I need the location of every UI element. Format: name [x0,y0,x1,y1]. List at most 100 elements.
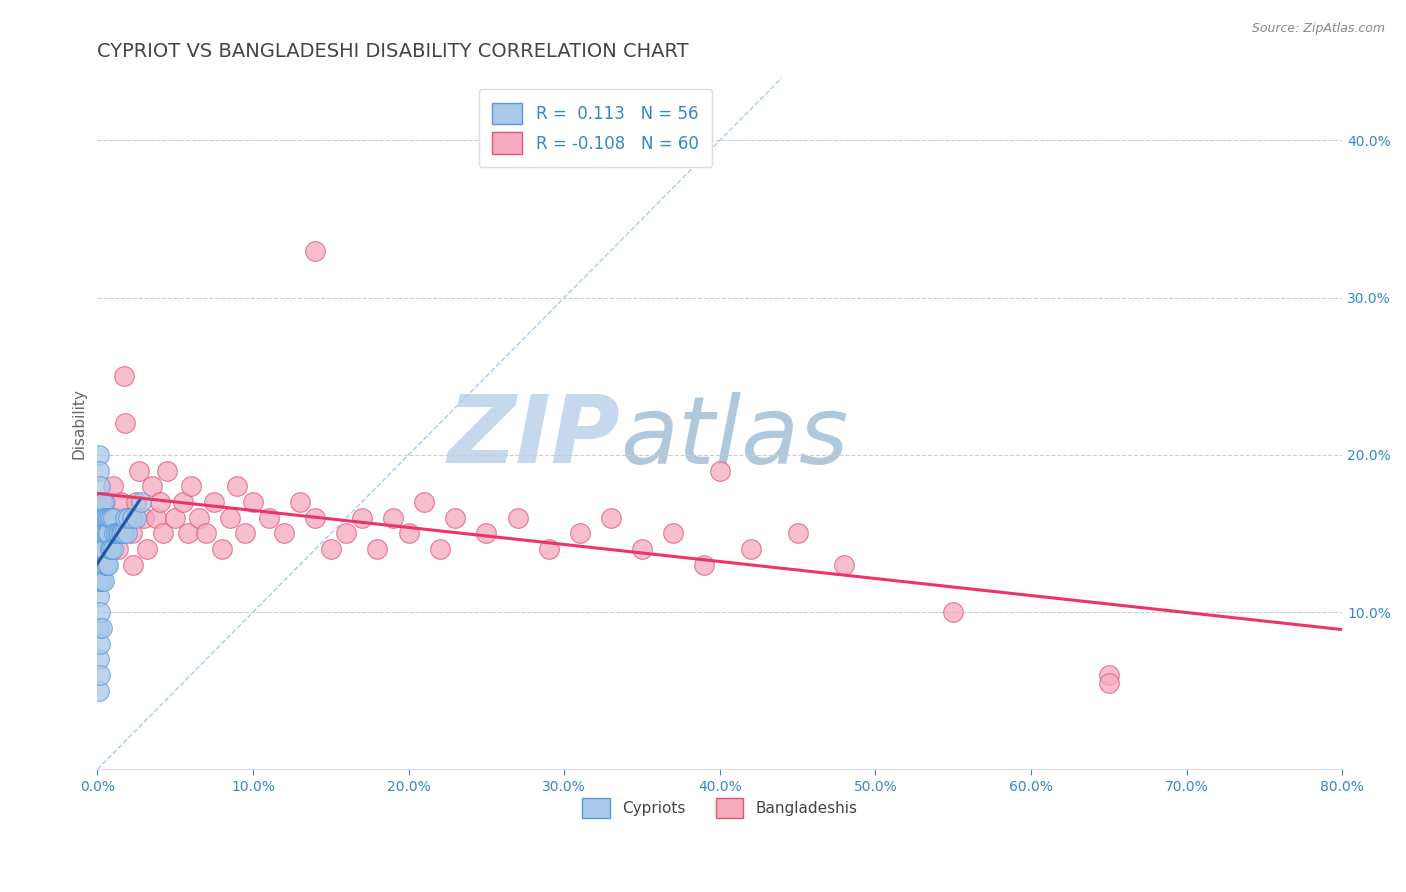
Point [96,526,118,541]
Point [202,495,225,509]
Point [94,495,117,509]
Point [475,526,498,541]
Point [145,510,167,524]
Point [93,542,115,557]
Point [125,510,148,524]
Point [693,558,716,572]
Point [89,636,111,650]
Point [110,495,132,509]
Point [110,526,132,541]
Point [257,510,280,524]
Point [242,495,264,509]
Point [97,558,120,572]
Point [121,526,143,541]
Point [288,495,311,509]
Point [91,495,114,509]
Point [709,464,731,478]
Point [101,510,124,524]
Point [942,605,965,619]
Point [96,510,118,524]
Point [537,542,560,557]
Point [100,526,122,541]
Point [103,526,125,541]
Point [444,510,467,524]
Point [98,542,121,557]
Point [94,558,117,572]
Point [89,605,111,619]
Point [94,510,117,524]
Point [107,542,129,557]
Point [631,542,654,557]
Point [335,526,357,541]
Point [97,510,120,524]
Point [91,621,114,635]
Point [87,590,110,604]
Point [87,621,110,635]
Text: CYPRIOT VS BANGLADESHI DISABILITY CORRELATION CHART: CYPRIOT VS BANGLADESHI DISABILITY CORREL… [97,42,689,61]
Point [568,526,591,541]
Point [93,495,115,509]
Point [740,542,762,557]
Point [91,542,114,557]
Point [87,464,110,478]
Text: ZIP: ZIP [447,392,620,483]
Point [429,542,451,557]
Point [87,510,110,524]
Point [117,510,139,524]
Point [136,542,159,557]
Point [112,369,135,384]
Point [98,510,121,524]
Point [121,510,143,524]
Point [128,464,150,478]
Point [89,479,111,493]
Point [165,510,187,524]
Point [152,526,174,541]
Legend: Cypriots, Bangladeshis: Cypriots, Bangladeshis [576,792,863,824]
Point [111,526,134,541]
Point [101,479,124,493]
Point [107,526,129,541]
Point [89,668,111,682]
Point [114,510,136,524]
Point [112,526,135,541]
Point [91,510,114,524]
Point [382,510,405,524]
Point [97,510,120,524]
Point [141,479,163,493]
Point [89,526,111,541]
Point [91,574,114,588]
Point [87,526,110,541]
Point [87,652,110,666]
Point [132,510,155,524]
Point [100,542,122,557]
Text: Source: ZipAtlas.com: Source: ZipAtlas.com [1251,22,1385,36]
Point [91,526,114,541]
Point [96,558,118,572]
Point [319,542,342,557]
Point [233,526,256,541]
Point [87,683,110,698]
Point [273,526,295,541]
Point [304,510,326,524]
Point [114,417,136,431]
Point [172,495,194,509]
Point [94,526,117,541]
Point [100,510,122,524]
Y-axis label: Disability: Disability [72,388,86,458]
Point [304,244,326,258]
Point [413,495,436,509]
Text: atlas: atlas [620,392,848,483]
Point [89,574,111,588]
Point [93,510,115,524]
Point [87,542,110,557]
Point [101,542,124,557]
Point [1098,668,1121,682]
Point [89,542,111,557]
Point [786,526,808,541]
Point [350,510,373,524]
Point [195,526,218,541]
Point [218,510,240,524]
Point [129,495,152,509]
Point [87,574,110,588]
Point [125,495,148,509]
